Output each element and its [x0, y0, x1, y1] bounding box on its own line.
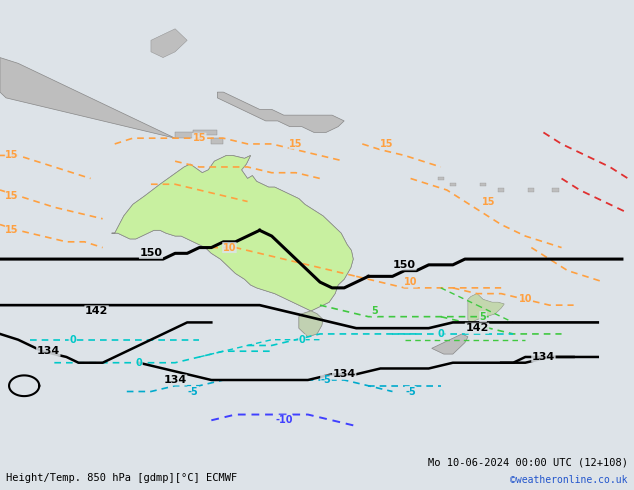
- Text: -10: -10: [275, 416, 292, 425]
- Polygon shape: [193, 129, 217, 135]
- Text: 15: 15: [5, 191, 19, 201]
- Polygon shape: [175, 132, 193, 138]
- Text: -5: -5: [188, 387, 198, 396]
- Text: 5: 5: [480, 312, 486, 321]
- Polygon shape: [211, 138, 223, 144]
- Text: 5: 5: [371, 306, 378, 316]
- Text: 0: 0: [437, 329, 444, 339]
- Text: 134: 134: [37, 346, 60, 356]
- Polygon shape: [498, 188, 504, 192]
- Text: 150: 150: [139, 248, 162, 258]
- Polygon shape: [437, 177, 444, 180]
- Text: 15: 15: [289, 139, 302, 149]
- Text: 15: 15: [5, 225, 19, 235]
- Text: ©weatheronline.co.uk: ©weatheronline.co.uk: [510, 475, 628, 485]
- Text: 150: 150: [393, 260, 416, 270]
- Text: 10: 10: [223, 243, 236, 252]
- Polygon shape: [468, 294, 504, 322]
- Polygon shape: [468, 294, 504, 322]
- Polygon shape: [112, 155, 353, 311]
- Text: 0: 0: [299, 335, 306, 344]
- Polygon shape: [552, 188, 559, 192]
- Text: 142: 142: [465, 323, 489, 333]
- Text: 15: 15: [193, 133, 206, 143]
- Text: 15: 15: [482, 196, 496, 206]
- Text: 134: 134: [333, 369, 356, 379]
- Text: 0: 0: [136, 358, 142, 368]
- Polygon shape: [480, 182, 486, 186]
- Polygon shape: [299, 311, 323, 337]
- Polygon shape: [0, 57, 175, 138]
- Text: 142: 142: [85, 306, 108, 316]
- Polygon shape: [217, 92, 344, 132]
- Text: 15: 15: [380, 139, 393, 149]
- Text: 10: 10: [519, 294, 532, 304]
- Text: -5: -5: [405, 387, 416, 396]
- Polygon shape: [151, 29, 187, 57]
- Text: 0: 0: [69, 335, 76, 344]
- Text: Height/Temp. 850 hPa [gdmp][°C] ECMWF: Height/Temp. 850 hPa [gdmp][°C] ECMWF: [6, 473, 238, 483]
- Polygon shape: [528, 188, 534, 192]
- Text: 134: 134: [164, 375, 187, 385]
- Text: 10: 10: [404, 277, 417, 287]
- Polygon shape: [299, 311, 323, 337]
- Text: Mo 10-06-2024 00:00 UTC (12+108): Mo 10-06-2024 00:00 UTC (12+108): [428, 458, 628, 468]
- Text: 15: 15: [5, 150, 19, 160]
- Text: 134: 134: [532, 352, 555, 362]
- Text: -5: -5: [321, 375, 332, 385]
- Polygon shape: [432, 334, 468, 354]
- Polygon shape: [450, 182, 456, 186]
- Polygon shape: [112, 155, 353, 311]
